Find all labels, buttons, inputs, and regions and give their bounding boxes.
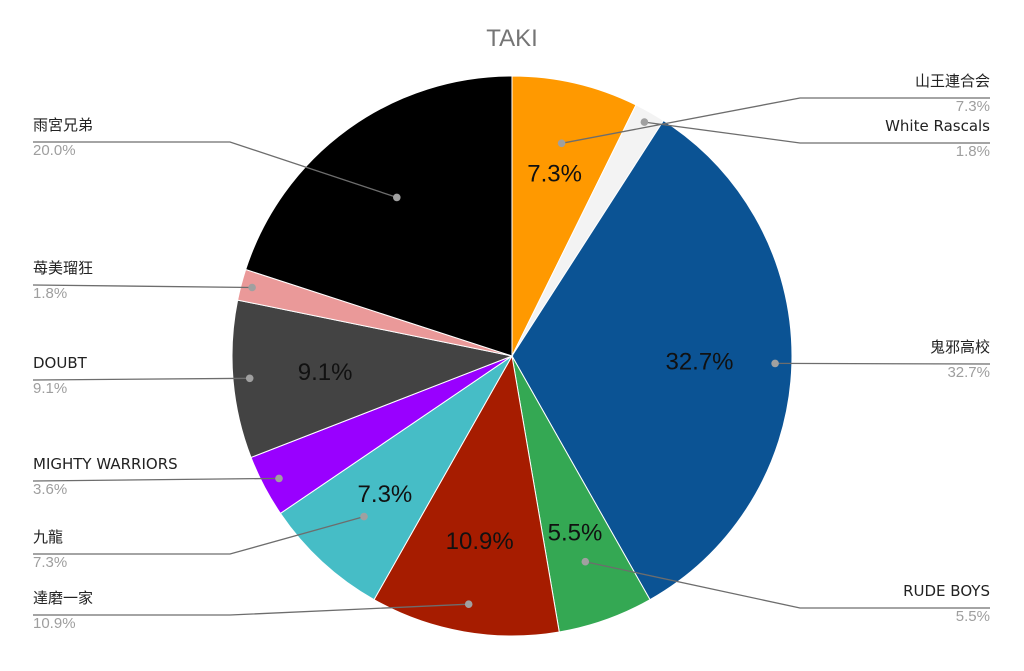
- label-percent: 5.5%: [956, 608, 990, 625]
- label-percent: 1.8%: [956, 143, 990, 160]
- leader-dot: [245, 374, 254, 383]
- chart-title: TAKI: [486, 25, 538, 52]
- label-percent: 10.9%: [33, 615, 76, 632]
- leader-dot: [275, 474, 283, 483]
- label-name: 達磨一家: [33, 589, 93, 607]
- leader-lines: [32, 97, 991, 616]
- leader-dot: [248, 283, 256, 292]
- data-label: 5.5%: [548, 520, 603, 547]
- label-percent: 3.6%: [33, 481, 67, 498]
- label-name: 山王連合会: [915, 72, 990, 90]
- leader-dot: [581, 557, 590, 566]
- data-label: 10.9%: [446, 528, 514, 555]
- label-percent: 1.8%: [33, 285, 67, 302]
- slice-doubt: [231, 299, 514, 459]
- inner-labels: 7.3% 32.7% 5.5% 10.9% 7.3% 9.1%: [298, 160, 734, 555]
- label-name: White Rascals: [885, 117, 990, 135]
- leader-line: [561, 97, 990, 144]
- label-name: DOUBT: [33, 354, 88, 372]
- pie-slices: [231, 75, 793, 637]
- outer-labels: 山王連合会 7.3% White Rascals 1.8% 鬼邪高校 32.7% RUDE …: [33, 72, 990, 632]
- label-name: 苺美瑠狂: [33, 259, 93, 277]
- leader-line: [33, 603, 469, 616]
- leader-line: [32, 477, 280, 482]
- leader-line: [33, 141, 398, 199]
- data-label: 7.3%: [527, 160, 582, 187]
- label-name: 雨宮兄弟: [33, 116, 93, 134]
- slice-item-6: [279, 355, 513, 601]
- label-name: 九龍: [33, 528, 63, 546]
- leader-line: [32, 284, 253, 289]
- leader-line: [644, 121, 990, 144]
- label-percent: 7.3%: [956, 98, 990, 115]
- slice-item-1: [511, 75, 637, 357]
- label-percent: 9.1%: [33, 380, 67, 397]
- leader-dot: [771, 359, 779, 368]
- label-percent: 32.7%: [947, 364, 990, 381]
- label-name: 鬼邪高校: [930, 338, 990, 356]
- label-name: RUDE BOYS: [903, 582, 990, 600]
- leader-dot: [393, 193, 401, 202]
- slice-item-10: [245, 75, 513, 357]
- leader-dot: [464, 600, 473, 608]
- leader-line: [775, 362, 991, 365]
- leader-line: [32, 377, 250, 381]
- label-percent: 7.3%: [33, 554, 67, 571]
- label-name: MIGHTY WARRIORS: [33, 455, 178, 473]
- slice-item-5: [373, 354, 560, 637]
- leader-line: [33, 515, 365, 555]
- data-label: 32.7%: [665, 348, 733, 375]
- data-label: 9.1%: [298, 359, 353, 386]
- leader-dot: [640, 118, 649, 126]
- leader-line: [585, 561, 990, 609]
- leader-dot: [360, 512, 368, 521]
- label-percent: 20.0%: [33, 142, 76, 159]
- leader-dot: [557, 139, 566, 148]
- data-label: 7.3%: [358, 481, 413, 508]
